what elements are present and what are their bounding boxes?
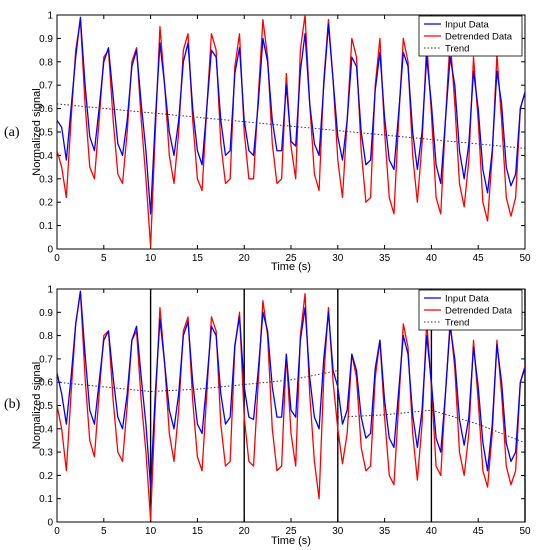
x-tick-label: 20 [239, 253, 251, 264]
chart-panel-0: 0 5 10 15 20 25 30 35 40 45 50 0 0.1 0.2 0.3 0.4 0.5 0.6 0… [4, 11, 531, 274]
y-tick-label: 0.5 [39, 128, 53, 139]
series-line-input-data [57, 290, 525, 488]
y-tick-label: 0.8 [39, 331, 53, 342]
y-tick-label: 0.2 [39, 198, 53, 209]
series-line-trend [57, 103, 525, 149]
y-tick-label: 0 [47, 518, 53, 529]
legend-entry: Input Data [445, 19, 490, 30]
x-tick-label: 0 [54, 526, 60, 537]
legend-entry: Detrended Data [445, 31, 513, 42]
y-tick-label: 0.3 [39, 448, 53, 459]
series-line-trend [57, 370, 525, 444]
y-tick-label: 0.4 [39, 151, 53, 162]
y-axis-label: Normalized signal [31, 88, 43, 175]
x-tick-label: 15 [192, 526, 204, 537]
x-tick-label: 45 [473, 253, 485, 264]
x-tick-label: 40 [426, 526, 438, 537]
y-tick-label: 0.9 [39, 34, 53, 45]
y-tick-label: 0.6 [39, 378, 53, 389]
panel-label: (b) [4, 397, 21, 412]
y-tick-label: 0.4 [39, 424, 53, 435]
x-tick-label: 30 [332, 526, 344, 537]
y-tick-label: 0 [47, 245, 53, 256]
x-tick-label: 15 [192, 253, 204, 264]
x-tick-label: 45 [473, 526, 485, 537]
y-tick-label: 0.1 [39, 221, 53, 232]
x-tick-label: 25 [285, 526, 297, 537]
x-tick-label: 0 [54, 253, 60, 264]
x-tick-label: 40 [426, 253, 438, 264]
x-tick-label: 5 [101, 526, 107, 537]
y-tick-label: 0.5 [39, 401, 53, 412]
y-tick-label: 0.1 [39, 494, 53, 505]
y-tick-label: 0.7 [39, 81, 53, 92]
chart-panel-1: 0 5 10 15 20 25 30 35 40 45 50 0 0.1 0.2 0.3 0.4 0.5 0.6 0… [4, 285, 531, 548]
y-tick-label: 1 [47, 285, 53, 296]
legend-entry: Trend [445, 43, 469, 54]
x-tick-label: 35 [379, 253, 391, 264]
y-axis-label: Normalized signal [31, 362, 43, 449]
x-tick-label: 25 [285, 253, 297, 264]
x-tick-label: 20 [239, 526, 251, 537]
y-tick-label: 0.6 [39, 104, 53, 115]
x-tick-label: 50 [519, 526, 531, 537]
x-tick-label: 50 [519, 253, 531, 264]
y-tick-label: 1 [47, 11, 53, 22]
x-tick-label: 10 [145, 526, 157, 537]
series-line-input-data [57, 16, 525, 215]
x-tick-label: 35 [379, 526, 391, 537]
y-tick-label: 0.3 [39, 174, 53, 185]
y-tick-label: 0.7 [39, 354, 53, 365]
legend-entry: Input Data [445, 293, 490, 304]
x-tick-label: 30 [332, 253, 344, 264]
y-tick-label: 0.8 [39, 57, 53, 68]
y-tick-label: 0.2 [39, 471, 53, 482]
legend-entry: Detrended Data [445, 305, 513, 316]
panel-label: (a) [4, 125, 20, 140]
y-tick-label: 0.9 [39, 308, 53, 319]
legend-entry: Trend [445, 317, 469, 328]
x-axis-label: Time (s) [271, 261, 311, 273]
x-tick-label: 5 [101, 253, 107, 264]
x-tick-label: 10 [145, 253, 157, 264]
x-axis-label: Time (s) [271, 535, 311, 547]
